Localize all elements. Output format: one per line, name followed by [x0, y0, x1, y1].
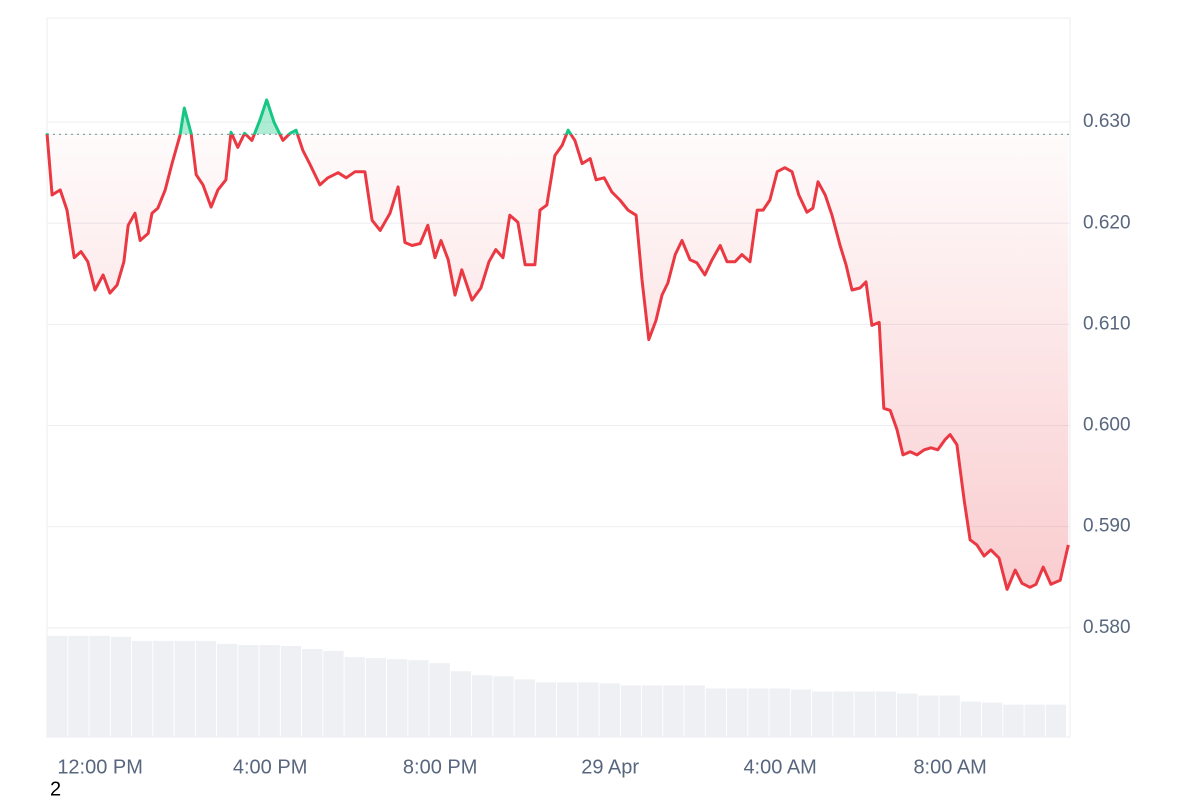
y-tick-label: 0.580	[1083, 617, 1131, 638]
volume-bar	[493, 676, 514, 737]
x-tick-label: 8:00 PM	[403, 756, 477, 778]
y-tick-label: 0.630	[1083, 111, 1131, 132]
volume-bar	[897, 693, 918, 737]
volume-bar	[748, 688, 769, 737]
volume-bar	[110, 636, 132, 737]
volume-bar	[982, 702, 1003, 737]
volume-bar	[790, 689, 812, 737]
x-tick-label: 4:00 PM	[233, 756, 307, 778]
volume-bar	[238, 644, 259, 737]
volume-bar	[323, 651, 344, 737]
volume-bar	[280, 645, 302, 737]
volume-bar	[663, 685, 684, 737]
volume-bar	[387, 659, 408, 737]
volume-bar	[769, 688, 790, 737]
volume-bar	[472, 675, 493, 737]
volume-bar	[68, 635, 89, 737]
volume-bar	[833, 691, 854, 737]
volume-bar	[429, 663, 450, 737]
volume-bar	[1003, 704, 1024, 737]
volume-bar	[557, 682, 578, 737]
volume-bar	[302, 649, 323, 737]
volume-bar	[875, 691, 897, 737]
volume-bar	[1045, 704, 1067, 737]
volume-bar	[684, 685, 705, 737]
volume-bar	[918, 695, 939, 737]
volume-bar	[514, 679, 535, 737]
volume-bar	[1024, 704, 1045, 737]
volume-bar	[89, 635, 110, 737]
volume-bar	[153, 640, 174, 737]
volume-bar	[854, 691, 875, 737]
volume-bar	[642, 685, 663, 737]
volume-bar	[450, 671, 472, 737]
volume-bar	[535, 682, 557, 737]
volume-bar	[939, 695, 960, 737]
volume-bar	[259, 644, 280, 737]
volume-bar	[578, 682, 599, 737]
y-tick-label: 0.590	[1083, 516, 1131, 537]
volume-bar	[344, 657, 365, 737]
volume-bar	[620, 685, 642, 737]
volume-bar	[47, 635, 68, 737]
volume-bar	[812, 691, 833, 737]
price-area	[47, 99, 1069, 590]
footnote: 2	[50, 778, 61, 800]
volume-bar	[217, 643, 238, 737]
x-tick-label: 12:00 PM	[57, 756, 143, 778]
volume-bar	[727, 688, 748, 737]
volume-bar	[960, 701, 982, 737]
volume-bar	[408, 660, 429, 737]
volume-bar	[132, 640, 153, 737]
volume-bar	[195, 640, 217, 737]
y-tick-label: 0.600	[1083, 415, 1131, 436]
x-tick-label: 4:00 AM	[743, 756, 816, 778]
x-tick-label: 8:00 AM	[913, 756, 986, 778]
x-tick-label: 29 Apr	[581, 756, 639, 778]
volume-bar	[365, 658, 387, 737]
volume-bar	[174, 640, 195, 737]
y-tick-label: 0.610	[1083, 313, 1131, 334]
volume-bar	[599, 683, 620, 737]
y-tick-label: 0.620	[1083, 212, 1131, 233]
volume-bar	[705, 688, 727, 737]
price-line	[45, 98, 1070, 591]
